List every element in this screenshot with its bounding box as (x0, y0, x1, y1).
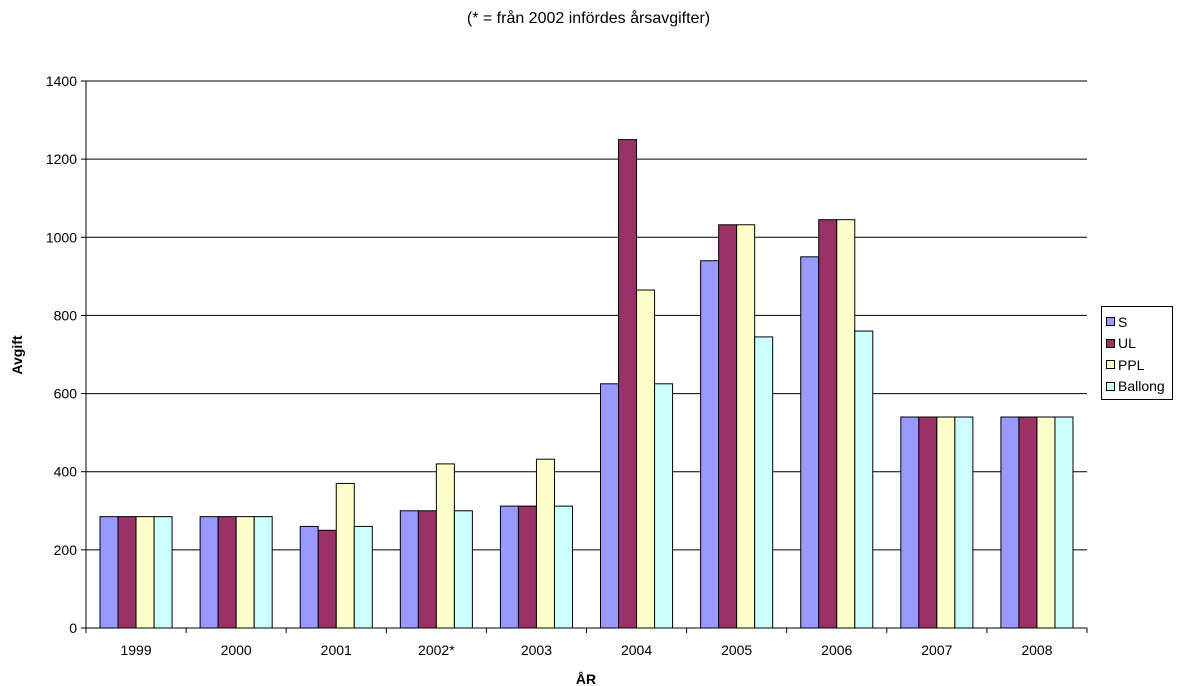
bar-ul-2007 (918, 416, 938, 629)
bar-ppl-1999 (135, 516, 155, 629)
bars (99, 139, 1074, 629)
bar-ballong-2004 (654, 383, 674, 629)
bar-ballong-2002 (453, 510, 473, 629)
bar-s-2003 (499, 505, 519, 629)
bar-ballong-2006 (854, 330, 874, 629)
legend-swatch (1106, 338, 1115, 348)
bar-ppl-2005 (736, 224, 756, 629)
bar-s-2008 (1000, 416, 1020, 629)
x-tick-labels: 1999 2000 2001 2002* 2003 2004 2005 2006 2007 200… (120, 642, 1052, 658)
legend-item-ballong: Ballong (1102, 376, 1172, 398)
legend-label: S (1118, 313, 1128, 330)
legend-item-ppl: PPL (1102, 354, 1172, 376)
bar-ppl-2002 (435, 463, 455, 629)
y-tick-label: 600 (54, 386, 78, 402)
legend-swatch (1106, 317, 1115, 327)
bar-s-2007 (900, 416, 920, 629)
x-tick-label: 2007 (921, 642, 952, 658)
y-tick-label: 200 (54, 542, 78, 558)
legend-label: Ballong (1118, 378, 1165, 395)
bar-ballong-2000 (253, 516, 273, 629)
bar-ballong-2007 (954, 416, 974, 629)
bar-s-2004 (600, 383, 620, 629)
bar-ul-2000 (217, 516, 237, 629)
legend: S UL PPL Ballong (1101, 306, 1173, 400)
bar-ppl-2000 (235, 516, 255, 629)
bar-ul-1999 (117, 516, 137, 629)
bar-s-2000 (199, 516, 219, 629)
y-tick-label: 400 (54, 464, 78, 480)
bar-ballong-1999 (153, 516, 173, 629)
legend-label: UL (1118, 335, 1136, 352)
y-tick-label: 1400 (46, 73, 77, 89)
x-tick-label: 1999 (120, 642, 151, 658)
bar-ul-2003 (517, 505, 537, 629)
bar-ul-2006 (818, 219, 838, 629)
legend-label: PPL (1118, 356, 1145, 373)
legend-swatch (1106, 360, 1115, 370)
bar-ballong-2001 (353, 525, 373, 629)
bar-ppl-2004 (636, 289, 656, 629)
bar-s-2006 (800, 256, 820, 629)
bar-ul-2001 (317, 529, 337, 629)
bar-ballong-2003 (553, 505, 573, 629)
bar-ul-2008 (1018, 416, 1038, 629)
x-tick-label: 2006 (821, 642, 852, 658)
bar-ppl-2008 (1036, 416, 1056, 629)
bar-s-2005 (700, 260, 720, 629)
legend-swatch (1106, 381, 1115, 391)
y-tick-label: 800 (54, 307, 78, 323)
y-axis-title: Avgift (9, 335, 25, 374)
x-tick-label: 2008 (1021, 642, 1052, 658)
y-tick-label: 1000 (46, 229, 77, 245)
bar-s-2002 (399, 510, 419, 629)
bar-ppl-2006 (836, 219, 856, 629)
x-tick-label: 2000 (221, 642, 252, 658)
bar-ul-2005 (718, 224, 738, 629)
bar-s-2001 (299, 525, 319, 629)
x-tick-label: 2003 (521, 642, 552, 658)
x-tick-label: 2004 (621, 642, 652, 658)
x-tick-label: 2002* (418, 642, 455, 658)
bar-ballong-2008 (1054, 416, 1074, 629)
legend-item-s: S (1102, 311, 1172, 333)
x-tick-label: 2001 (321, 642, 352, 658)
x-tick-label: 2005 (721, 642, 752, 658)
bar-s-1999 (99, 516, 119, 629)
axes (81, 80, 1088, 633)
chart-subtitle: (* = från 2002 infördes årsavgifter) (466, 10, 711, 27)
bar-ppl-2007 (936, 416, 956, 629)
bar-ppl-2001 (335, 482, 355, 629)
bar-ul-2004 (618, 139, 638, 629)
bar-ul-2002 (417, 510, 437, 629)
y-tick-labels: 0 200 400 600 800 1000 1200 1400 (46, 73, 77, 636)
y-tick-label: 1200 (46, 151, 77, 167)
y-tick-label: 0 (69, 620, 77, 636)
legend-item-ul: UL (1102, 333, 1172, 355)
bar-ballong-2005 (754, 336, 774, 629)
x-axis-title: ÅR (576, 671, 596, 686)
bar-ppl-2003 (535, 458, 555, 629)
